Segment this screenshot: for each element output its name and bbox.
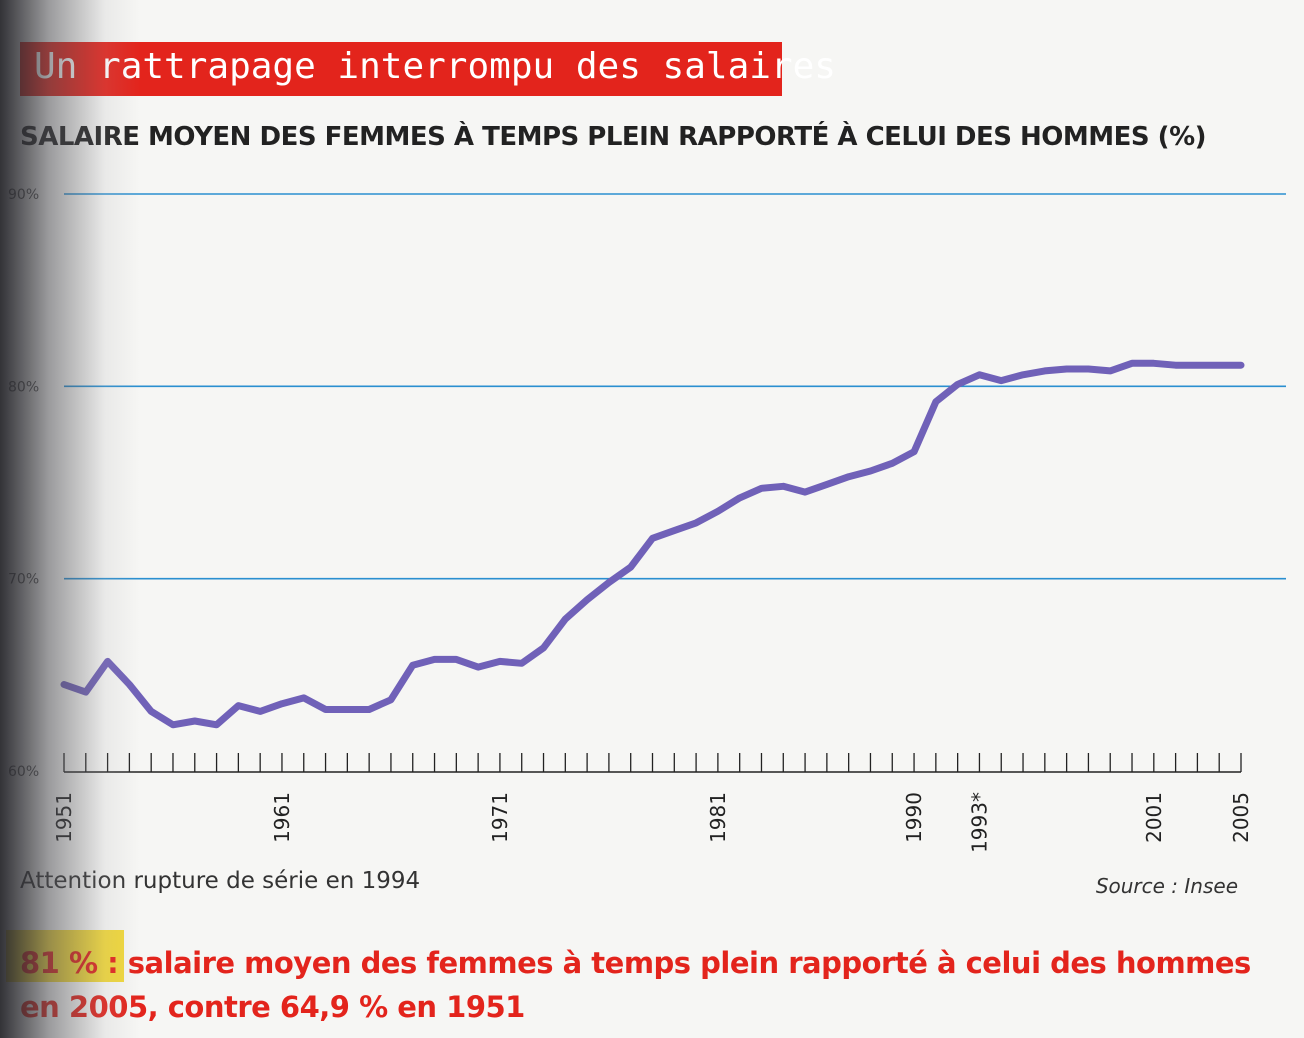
data-point-1985	[802, 489, 809, 496]
source-credit: Source : Insee	[1095, 874, 1238, 898]
data-point-2005	[1238, 362, 1244, 369]
data-point-2002	[1172, 362, 1179, 369]
data-point-1995	[1020, 371, 1027, 378]
data-point-1969	[453, 656, 460, 663]
data-point-1981	[714, 508, 721, 515]
y-tick-label-60: 60%	[8, 764, 39, 780]
y-tick-labels: 60% 70% 80% 90%	[8, 187, 39, 780]
x-tick-label-1993*: 1993*	[967, 792, 991, 853]
data-point-1962	[300, 694, 307, 701]
data-point-1982	[736, 494, 743, 501]
y-tick-label-90: 90%	[8, 187, 39, 203]
chart-title: Un rattrapage interrompu des salaires	[34, 46, 836, 87]
x-tick-label-2001: 2001	[1142, 792, 1166, 843]
series-break-note: Attention rupture de série en 1994	[20, 868, 421, 894]
x-tick-label-1961: 1961	[270, 792, 294, 843]
data-point-1971	[496, 658, 503, 665]
data-point-1970	[475, 664, 482, 671]
data-point-1988	[867, 467, 874, 474]
x-tick-label-1951: 1951	[52, 792, 76, 843]
data-point-1992	[954, 381, 961, 388]
data-point-1984	[780, 483, 787, 490]
data-point-1965	[366, 706, 373, 713]
data-point-2003	[1194, 362, 1201, 369]
data-point-1983	[758, 485, 765, 492]
data-point-2001	[1150, 360, 1157, 367]
data-point-1977	[627, 564, 634, 571]
data-point-1956	[169, 721, 176, 728]
line-chart: 60% 70% 80% 90% 1951 1961 1971 1981 1990 1993* 20…	[8, 187, 1286, 853]
data-point-1957	[191, 717, 198, 724]
headline-line-2: en 2005, contre 64,9 % en 1951	[20, 990, 525, 1024]
data-point-1989	[889, 460, 896, 467]
data-point-1967	[409, 662, 416, 669]
data-point-1973	[540, 644, 547, 651]
x-tick-labels: 1951 1961 1971 1981 1990 1993* 2001 2005	[52, 792, 1253, 853]
data-point-1964	[344, 706, 351, 713]
data-point-2004	[1216, 362, 1223, 369]
y-tick-label-80: 80%	[8, 379, 39, 395]
data-point-1951	[61, 681, 67, 688]
data-point-1976	[605, 579, 612, 586]
title-banner	[20, 42, 782, 96]
data-point-1953	[104, 658, 111, 665]
data-point-1960	[257, 708, 264, 715]
data-point-1990	[911, 448, 918, 455]
data-point-1999	[1107, 367, 1114, 374]
series-line	[60, 359, 1245, 729]
grid-layer	[64, 193, 1286, 580]
data-point-1972	[518, 660, 525, 667]
data-point-1955	[148, 708, 155, 715]
data-point-1991	[932, 398, 939, 405]
data-point-1958	[213, 721, 220, 728]
data-point-1961	[278, 700, 285, 707]
data-point-1987	[845, 473, 852, 480]
data-point-1997	[1063, 366, 1070, 373]
data-point-1998	[1085, 366, 1092, 373]
x-tick-label-2005: 2005	[1229, 792, 1253, 843]
data-point-1954	[126, 681, 133, 688]
data-point-1994	[998, 377, 1005, 384]
data-point-1978	[649, 535, 656, 542]
data-point-1986	[823, 481, 830, 488]
data-point-1959	[235, 702, 242, 709]
x-axis	[63, 753, 1242, 773]
headline-line-1: 81 % : salaire moyen des femmes à temps …	[20, 946, 1251, 980]
data-point-1996	[1041, 367, 1048, 374]
data-point-2000	[1129, 360, 1136, 367]
data-point-1968	[431, 656, 438, 663]
data-point-1966	[387, 696, 394, 703]
data-point-1974	[562, 616, 569, 623]
data-point-1979	[671, 527, 678, 534]
x-tick-label-1981: 1981	[706, 792, 730, 843]
data-point-1975	[584, 596, 591, 603]
data-point-1952	[82, 689, 89, 696]
y-tick-label-70: 70%	[8, 572, 39, 588]
data-point-1963	[322, 706, 329, 713]
series-layer	[60, 359, 1245, 729]
x-tick-label-1990: 1990	[902, 792, 926, 843]
data-point-1993	[976, 371, 983, 378]
chart-subtitle: SALAIRE MOYEN DES FEMMES À TEMPS PLEIN R…	[20, 122, 1207, 152]
x-tick-label-1971: 1971	[488, 792, 512, 843]
data-point-1980	[693, 519, 700, 526]
